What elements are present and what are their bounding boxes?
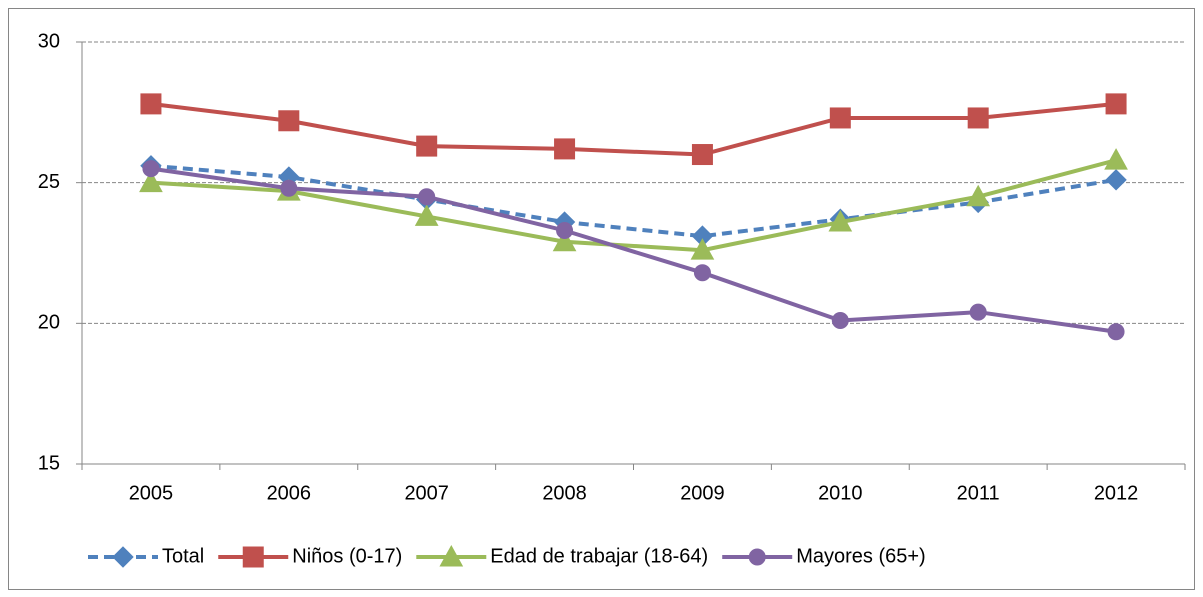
x-tick-label: 2009: [680, 482, 725, 504]
marker: [416, 135, 438, 157]
marker: [242, 546, 264, 568]
chart-border: [8, 8, 1195, 590]
x-tick-label: 2012: [1094, 482, 1139, 504]
marker: [556, 221, 574, 239]
legend-item: Niños (0-17): [218, 545, 402, 568]
legend-label: Total: [162, 545, 204, 567]
marker: [414, 204, 439, 226]
marker: [966, 184, 991, 207]
y-tick-label: 15: [38, 452, 60, 474]
legend-item: Mayores (65+): [722, 545, 926, 567]
x-tick-label: 2006: [267, 482, 312, 504]
legend-item: Edad de trabajar (18-64): [416, 544, 708, 567]
legend-label: Mayores (65+): [796, 545, 926, 567]
marker: [278, 110, 300, 132]
legend-item: Total: [88, 545, 204, 568]
marker: [969, 303, 987, 321]
marker: [690, 238, 715, 260]
marker: [1107, 323, 1125, 341]
marker: [748, 548, 766, 566]
series-line: [150, 101, 1117, 157]
marker: [439, 544, 464, 567]
marker: [552, 229, 577, 252]
marker: [691, 144, 713, 166]
marker: [142, 160, 160, 178]
series-line: [150, 163, 1117, 239]
marker: [280, 179, 298, 197]
marker: [967, 107, 989, 129]
y-tick-label: 25: [38, 171, 60, 193]
marker: [418, 188, 436, 206]
marker: [1105, 93, 1127, 115]
marker: [831, 312, 849, 330]
x-tick-label: 2011: [957, 482, 1000, 504]
marker: [140, 93, 162, 115]
marker: [828, 210, 853, 232]
y-tick-label: 20: [38, 312, 60, 334]
x-tick-label: 2005: [129, 482, 174, 504]
legend-label: Niños (0-17): [292, 545, 402, 567]
series-line: [150, 158, 1117, 253]
marker: [139, 170, 163, 193]
y-tick-label: 30: [38, 30, 60, 52]
x-tick-label: 2008: [542, 482, 587, 504]
series-line: [150, 166, 1117, 334]
marker: [829, 107, 851, 129]
x-tick-label: 2010: [818, 482, 863, 504]
marker: [693, 264, 711, 282]
marker: [1104, 148, 1128, 170]
marker: [112, 546, 134, 568]
marker: [1105, 169, 1127, 191]
legend-label: Edad de trabajar (18-64): [490, 545, 708, 567]
marker: [554, 138, 576, 160]
x-tick-label: 2007: [404, 482, 449, 504]
